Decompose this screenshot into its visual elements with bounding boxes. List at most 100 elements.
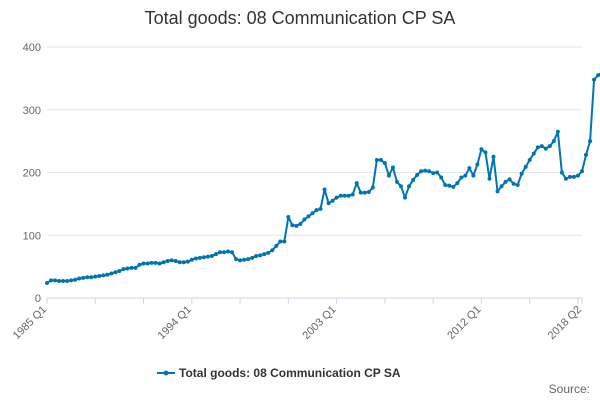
data-point[interactable] (463, 173, 468, 178)
data-point[interactable] (85, 275, 90, 280)
data-point[interactable] (467, 166, 472, 171)
data-point[interactable] (61, 279, 66, 284)
data-point[interactable] (157, 261, 162, 266)
data-point[interactable] (527, 157, 532, 162)
data-point[interactable] (298, 221, 303, 226)
data-point[interactable] (415, 173, 420, 178)
data-point[interactable] (177, 260, 182, 265)
data-point[interactable] (431, 171, 436, 176)
data-point[interactable] (254, 253, 259, 258)
data-point[interactable] (350, 192, 355, 197)
data-point[interactable] (125, 266, 130, 271)
data-point[interactable] (580, 169, 584, 174)
data-point[interactable] (73, 277, 78, 282)
data-point[interactable] (479, 147, 484, 152)
data-point[interactable] (302, 217, 307, 222)
data-point[interactable] (495, 189, 500, 194)
data-point[interactable] (185, 259, 190, 264)
data-point[interactable] (378, 157, 383, 162)
data-point[interactable] (411, 178, 416, 183)
data-point[interactable] (65, 279, 70, 284)
data-point[interactable] (129, 265, 134, 270)
data-point[interactable] (435, 170, 440, 175)
data-point[interactable] (270, 248, 275, 253)
data-point[interactable] (439, 175, 444, 180)
data-point[interactable] (290, 223, 295, 228)
data-point[interactable] (306, 214, 311, 219)
data-point[interactable] (137, 262, 142, 267)
data-point[interactable] (141, 261, 146, 266)
data-point[interactable] (507, 177, 512, 182)
data-point[interactable] (499, 184, 504, 189)
data-point[interactable] (149, 260, 154, 265)
data-point[interactable] (531, 151, 536, 156)
data-point[interactable] (133, 265, 138, 270)
data-point[interactable] (523, 164, 528, 169)
data-point[interactable] (213, 252, 218, 257)
data-point[interactable] (330, 198, 335, 203)
data-point[interactable] (459, 175, 464, 180)
data-point[interactable] (113, 270, 118, 275)
data-point[interactable] (419, 169, 424, 174)
data-point[interactable] (483, 150, 488, 155)
data-point[interactable] (403, 195, 408, 200)
data-point[interactable] (193, 256, 198, 261)
data-point[interactable] (101, 273, 106, 278)
data-point[interactable] (584, 152, 589, 157)
data-point[interactable] (346, 193, 351, 198)
data-point[interactable] (443, 183, 448, 188)
data-point[interactable] (362, 190, 367, 195)
data-point[interactable] (258, 253, 263, 258)
data-point[interactable] (519, 171, 524, 176)
data-point[interactable] (121, 267, 126, 272)
data-point[interactable] (246, 257, 251, 262)
data-point[interactable] (423, 168, 428, 173)
data-point[interactable] (89, 275, 94, 280)
data-point[interactable] (266, 250, 271, 255)
data-point[interactable] (503, 179, 508, 184)
data-point[interactable] (197, 255, 202, 260)
data-point[interactable] (286, 215, 291, 220)
data-point[interactable] (173, 258, 178, 263)
data-point[interactable] (81, 275, 86, 280)
data-point[interactable] (358, 190, 363, 195)
data-point[interactable] (153, 260, 158, 265)
data-point[interactable] (53, 278, 58, 283)
data-point[interactable] (189, 257, 194, 262)
data-point[interactable] (49, 278, 54, 283)
data-point[interactable] (390, 165, 395, 170)
data-point[interactable] (318, 206, 323, 211)
data-point[interactable] (294, 223, 299, 228)
data-point[interactable] (221, 250, 226, 255)
data-point[interactable] (314, 208, 319, 213)
data-point[interactable] (77, 276, 82, 281)
data-point[interactable] (511, 181, 516, 186)
data-point[interactable] (386, 173, 391, 178)
data-point[interactable] (57, 279, 62, 284)
data-point[interactable] (596, 73, 600, 78)
data-point[interactable] (326, 201, 331, 206)
data-point[interactable] (165, 258, 170, 263)
data-point[interactable] (370, 185, 375, 190)
data-point[interactable] (382, 161, 387, 166)
data-point[interactable] (242, 257, 247, 262)
data-point[interactable] (455, 181, 460, 186)
data-point[interactable] (555, 129, 560, 134)
data-point[interactable] (201, 255, 206, 260)
data-point[interactable] (181, 260, 186, 265)
data-point[interactable] (278, 239, 283, 244)
data-point[interactable] (274, 243, 279, 248)
data-point[interactable] (427, 169, 432, 174)
data-point[interactable] (366, 189, 371, 194)
data-point[interactable] (338, 193, 343, 198)
data-point[interactable] (226, 249, 231, 254)
data-point[interactable] (93, 274, 98, 279)
data-point[interactable] (161, 260, 166, 265)
data-point[interactable] (551, 139, 556, 144)
data-point[interactable] (209, 253, 214, 258)
data-point[interactable] (398, 184, 403, 189)
data-point[interactable] (571, 174, 576, 179)
data-point[interactable] (563, 176, 568, 181)
data-point[interactable] (45, 280, 49, 285)
data-point[interactable] (543, 146, 548, 151)
